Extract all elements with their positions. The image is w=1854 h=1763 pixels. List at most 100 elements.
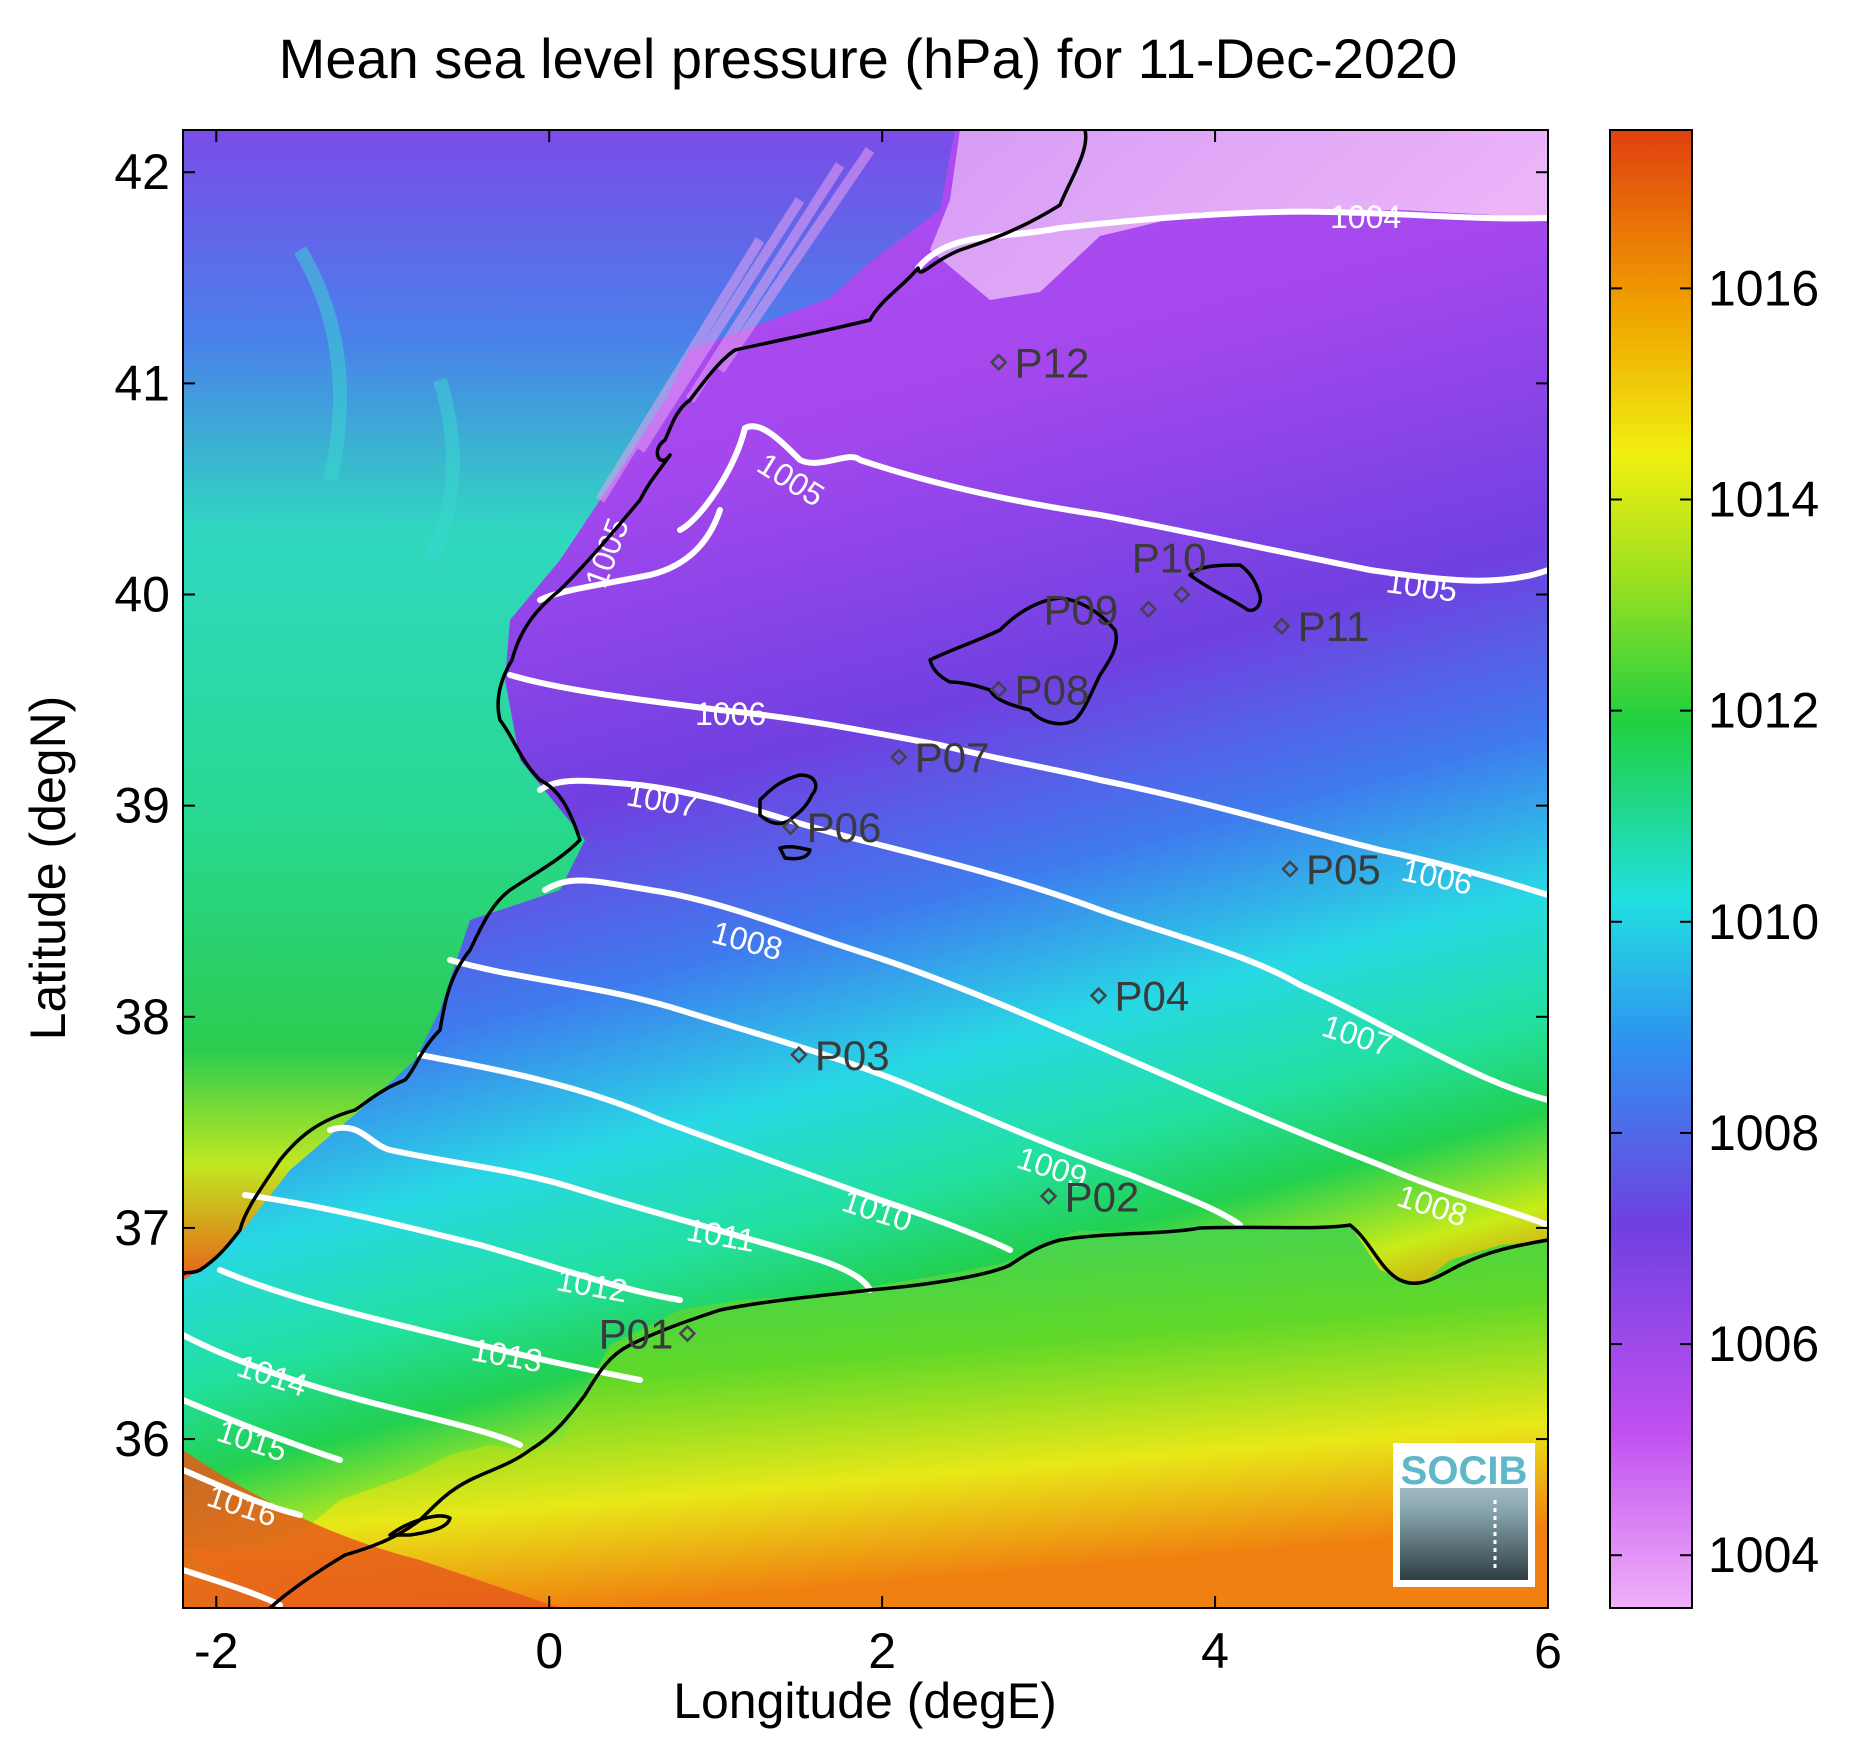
- station-label: P12: [1015, 339, 1090, 386]
- station-label: P06: [807, 804, 882, 851]
- station-p03: P03: [790, 1032, 890, 1079]
- iberia-land: [183, 130, 955, 1280]
- station-marker: [781, 818, 800, 836]
- isobar-1012: [242, 1192, 683, 1303]
- formentera-island: [778, 845, 812, 861]
- y-tick-label: 38: [114, 989, 170, 1045]
- y-axis-label: Latitude (degN): [20, 696, 76, 1041]
- africa-land: [183, 1225, 1548, 1608]
- colorbar-tick-label: 1016: [1708, 260, 1819, 316]
- high-pressure-region: [183, 1450, 560, 1608]
- y-tick-label: 41: [114, 355, 170, 411]
- station-marker: [790, 1046, 808, 1064]
- station-marker: [1139, 600, 1158, 619]
- station-label: P02: [1065, 1173, 1140, 1220]
- station-marker: [678, 1324, 697, 1343]
- isobar-1005-west: [537, 507, 723, 603]
- map-plot-area: 1004 1005 1005 1005 1006 1006 1007 1007 …: [183, 130, 1548, 1608]
- menorca-island: [1188, 563, 1263, 613]
- station-p11: P11: [1272, 603, 1370, 650]
- isobar-label: 1006: [695, 696, 766, 732]
- x-axis: -2 0 2 4 6: [194, 130, 1562, 1679]
- station-p08: P08: [989, 667, 1089, 714]
- logo-banner: [1400, 1450, 1528, 1488]
- iberia-coastline: [183, 130, 1088, 1276]
- isobar-1013: [217, 1267, 643, 1383]
- station-marker: [1281, 860, 1299, 878]
- stations: P01 P02 P03 P04 P05 P06 P07 P08 P09 P10 P11 P12: [599, 339, 1381, 1357]
- station-p02: P02: [1039, 1173, 1140, 1220]
- y-axis: 36 37 38 39 40 41 42: [114, 144, 1548, 1467]
- station-p12: P12: [989, 339, 1090, 386]
- isobars: [183, 208, 1548, 1608]
- isobar-1007: [537, 777, 1548, 1103]
- low-pressure-region: [930, 130, 1548, 300]
- mallorca-island: [928, 596, 1118, 726]
- isobar-1016: [183, 1467, 303, 1518]
- station-marker: [890, 748, 908, 766]
- colorbar-ticks: 1004 1006 1008 1010 1012 1014 1016: [1610, 260, 1819, 1583]
- colorbar-scale: [1609, 129, 1693, 1609]
- isobar-1004: [915, 208, 1548, 271]
- station-p05: P05: [1281, 846, 1381, 893]
- colorbar-tick-label: 1010: [1708, 894, 1819, 950]
- y-tick-label: 42: [114, 144, 170, 200]
- station-marker: [1272, 617, 1291, 635]
- x-axis-label: Longitude (degE): [673, 1673, 1057, 1729]
- plot-frame: [182, 129, 1549, 1609]
- land-streaks: [595, 147, 875, 503]
- colorbar: 1004 1006 1008 1010 1012 1014 1016: [1609, 129, 1819, 1609]
- station-label: P11: [1298, 603, 1370, 650]
- isobar-1005: [677, 423, 1548, 584]
- x-tick-label: 6: [1534, 1623, 1562, 1679]
- station-label: P10: [1132, 535, 1207, 582]
- isobar-1009: [447, 957, 1243, 1228]
- x-tick-label: 0: [535, 1623, 563, 1679]
- station-marker: [1039, 1187, 1058, 1206]
- colorbar-tick-label: 1008: [1708, 1105, 1819, 1161]
- africa-coastline: [268, 1223, 1548, 1608]
- y-tick-label: 36: [114, 1411, 170, 1467]
- isobar-1006: [507, 672, 1548, 898]
- station-marker: [1173, 585, 1191, 604]
- y-tick-label: 39: [114, 778, 170, 834]
- colorbar-tick-label: 1006: [1708, 1316, 1819, 1372]
- station-label: P09: [1043, 586, 1118, 633]
- station-marker: [989, 353, 1008, 372]
- station-p01: P01: [599, 1311, 697, 1358]
- isobar-label: 1004: [1330, 199, 1401, 235]
- alboran-island: [388, 1514, 452, 1537]
- colorbar-tick-label: 1012: [1708, 683, 1819, 739]
- isobar-1017: [183, 1567, 283, 1608]
- isobar-1014: [183, 1332, 523, 1448]
- y-tick-label: 40: [114, 567, 170, 623]
- isobar-1010: [417, 1052, 1013, 1253]
- colorbar-tick-label: 1004: [1708, 1527, 1819, 1583]
- x-tick-label: 4: [1201, 1623, 1229, 1679]
- land-streaks-2: [293, 246, 460, 564]
- station-label: P04: [1115, 973, 1190, 1020]
- chart-title: Mean sea level pressure (hPa) for 11-Dec…: [279, 27, 1458, 90]
- isobar-1011: [327, 1124, 873, 1293]
- station-label: P01: [599, 1311, 674, 1358]
- isobar-1015: [183, 1397, 343, 1463]
- colorbar-tick-label: 1014: [1708, 472, 1819, 528]
- station-p09: P09: [1043, 586, 1158, 633]
- x-tick-label: -2: [194, 1623, 238, 1679]
- isobar-1008: [542, 877, 1548, 1228]
- station-p04: P04: [1089, 973, 1190, 1020]
- station-p07: P07: [890, 734, 990, 781]
- socib-logo: SOCIB: [1393, 1443, 1535, 1587]
- station-label: P07: [915, 734, 990, 781]
- station-label: P03: [815, 1032, 890, 1079]
- ibiza-island: [758, 773, 818, 826]
- x-tick-label: 2: [868, 1623, 896, 1679]
- station-marker: [989, 680, 1008, 699]
- y-tick-label: 37: [114, 1200, 170, 1256]
- station-p10: P10: [1132, 535, 1207, 604]
- station-marker: [1089, 986, 1108, 1005]
- station-p06: P06: [781, 804, 882, 851]
- station-label: P05: [1306, 846, 1381, 893]
